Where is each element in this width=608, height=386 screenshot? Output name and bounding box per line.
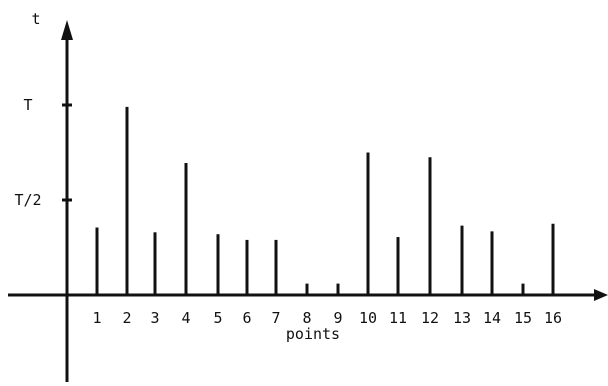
x-tick-label-4: 4 [181, 309, 190, 327]
x-tick-label-5: 5 [213, 309, 222, 327]
x-tick-label-14: 14 [483, 309, 501, 327]
x-tick-label-6: 6 [242, 309, 251, 327]
y-axis-arrowhead [61, 20, 73, 40]
x-tick-label-2: 2 [122, 309, 131, 327]
x-tick-label-11: 11 [389, 309, 407, 327]
axes [8, 20, 608, 382]
x-tick-label-3: 3 [150, 309, 159, 327]
x-axis-label: points [286, 325, 340, 343]
stems [95, 106, 555, 295]
x-tick-label-7: 7 [271, 309, 280, 327]
x-tick-label-15: 15 [514, 309, 532, 327]
x-tick-labels: 1 2 3 4 5 6 7 8 9 10 11 12 13 14 15 16 [92, 309, 562, 327]
x-tick-label-8: 8 [302, 309, 311, 327]
x-tick-label-13: 13 [453, 309, 471, 327]
x-tick-label-10: 10 [359, 309, 377, 327]
x-tick-label-12: 12 [421, 309, 439, 327]
x-tick-label-1: 1 [92, 309, 101, 327]
x-axis-arrowhead [594, 289, 608, 301]
x-tick-label-9: 9 [333, 309, 342, 327]
y-ticks: T/2 T [14, 96, 72, 209]
y-tick-label-1: T [23, 96, 32, 114]
y-tick-label-0: T/2 [14, 191, 41, 209]
y-axis-label: t [31, 10, 40, 28]
x-tick-label-16: 16 [544, 309, 562, 327]
